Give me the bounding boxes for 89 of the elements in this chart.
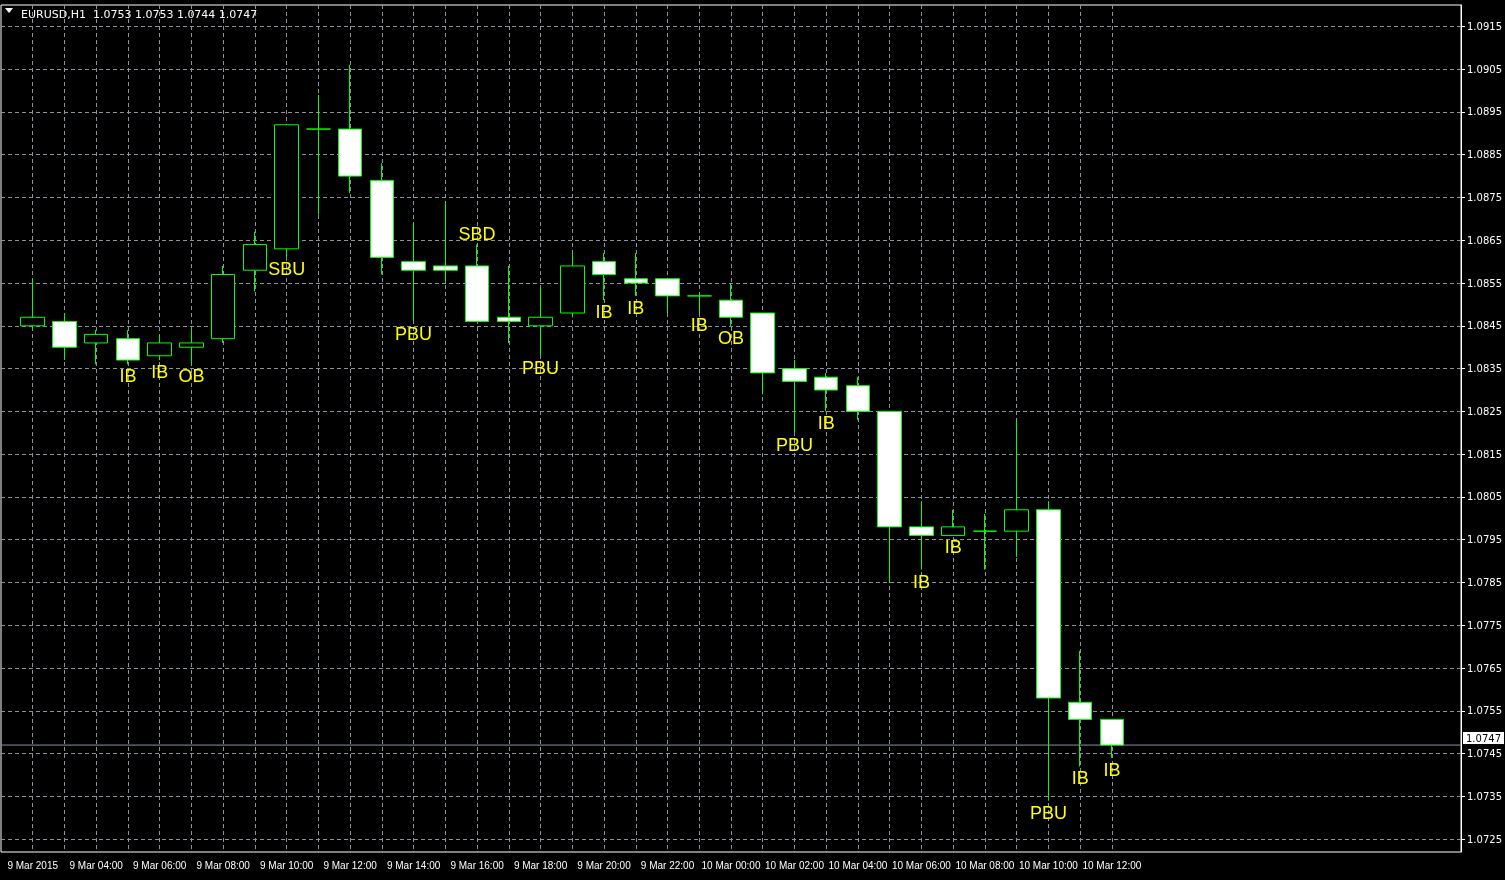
y-tick-label: 1.0895 <box>1467 106 1503 118</box>
candlestick <box>1004 419 1029 558</box>
annotation: IB <box>119 366 137 387</box>
candlestick <box>274 124 299 258</box>
candlestick <box>116 329 140 365</box>
x-tick-label: 9 Mar 06:00 <box>133 859 187 871</box>
candlestick <box>52 312 77 361</box>
y-tick-label: 1.0835 <box>1467 363 1503 375</box>
x-tick-label: 9 Mar 22:00 <box>640 859 695 871</box>
y-tick-label: 1.0845 <box>1467 320 1503 332</box>
candlestick <box>147 333 172 361</box>
x-tick-label: 10 Mar 06:00 <box>891 859 952 871</box>
candlestick <box>814 372 838 412</box>
candlestick <box>1068 650 1092 767</box>
y-tick-label: 1.0865 <box>1467 234 1503 246</box>
candlestick <box>560 252 585 318</box>
y-tick-label: 1.0855 <box>1467 277 1503 289</box>
candlestick <box>941 509 965 536</box>
candlestick <box>84 329 108 365</box>
x-tick-label: 10 Mar 10:00 <box>1018 859 1079 871</box>
x-tick-label: 9 Mar 16:00 <box>450 859 505 871</box>
x-tick-label: 9 Mar 08:00 <box>196 859 251 871</box>
x-tick-label: 9 Mar 18:00 <box>513 859 568 871</box>
candlestick <box>719 282 743 327</box>
candlestick <box>592 252 616 301</box>
candlestick <box>624 252 648 297</box>
candlestick <box>243 231 267 293</box>
annotation: IB <box>1103 759 1121 780</box>
candlestick <box>465 244 489 323</box>
candlestick <box>306 94 331 216</box>
candlestick <box>909 500 934 571</box>
y-tick-label: 1.0735 <box>1467 790 1503 802</box>
y-tick-label: 1.0725 <box>1467 833 1503 845</box>
y-tick-label: 1.0915 <box>1467 20 1503 32</box>
annotation: IB <box>944 537 962 558</box>
candlestick <box>528 286 553 357</box>
annotation: SBU <box>268 259 306 280</box>
ref-line-label: 1.0747 <box>1466 732 1502 744</box>
y-tick-label: 1.0825 <box>1467 405 1503 417</box>
annotation: OB <box>178 366 205 387</box>
candlestick <box>401 222 426 323</box>
annotation: PBU <box>1029 802 1067 823</box>
x-tick-label: 9 Mar 20:00 <box>577 859 632 871</box>
candlestick <box>655 278 680 314</box>
y-tick-label: 1.0745 <box>1467 748 1503 760</box>
y-tick-label: 1.0775 <box>1467 619 1503 631</box>
candlestick <box>433 201 458 284</box>
candlestick <box>338 64 362 194</box>
x-tick-label: 10 Mar 12:00 <box>1082 859 1142 871</box>
y-tick-label: 1.0885 <box>1467 149 1503 161</box>
x-tick-label: 10 Mar 04:00 <box>828 859 888 871</box>
candlestick <box>687 295 712 314</box>
candlestick <box>497 265 521 344</box>
annotation: PBU <box>775 434 813 455</box>
annotation: OB <box>718 327 745 348</box>
annotation: IB <box>595 302 613 323</box>
candlestick <box>370 162 394 275</box>
y-tick-label: 1.0765 <box>1467 662 1503 674</box>
y-tick-label: 1.0875 <box>1467 192 1503 203</box>
annotation: PBU <box>395 323 433 344</box>
chart-title: EURUSD,H1 1.0753 1.0753 1.0744 1.0747 <box>21 8 258 21</box>
candlestick <box>179 329 204 365</box>
y-tick-label: 1.0755 <box>1467 705 1503 717</box>
annotation: IB <box>627 297 645 318</box>
candlestick <box>211 265 235 344</box>
y-tick-label: 1.0795 <box>1467 534 1503 546</box>
candlestick <box>750 312 775 395</box>
annotation: PBU <box>522 357 560 378</box>
y-tick-label: 1.0785 <box>1467 577 1503 588</box>
candlestick <box>877 410 902 583</box>
x-tick-label: 9 Mar 2015 <box>7 859 59 871</box>
candlestick <box>1100 718 1124 759</box>
candlestick <box>846 376 870 421</box>
x-tick-label: 9 Mar 04:00 <box>69 859 124 871</box>
x-tick-label: 10 Mar 08:00 <box>955 859 1015 871</box>
annotation: SBD <box>458 223 496 244</box>
y-tick-label: 1.0905 <box>1467 63 1503 75</box>
y-tick-label: 1.0805 <box>1467 491 1503 503</box>
x-tick-label: 9 Mar 10:00 <box>259 859 314 871</box>
x-tick-label: 10 Mar 02:00 <box>765 859 825 871</box>
candlestick <box>782 359 807 434</box>
x-tick-label: 9 Mar 14:00 <box>386 859 441 871</box>
x-tick-label: 10 Mar 00:00 <box>701 859 761 871</box>
x-tick-label: 9 Mar 12:00 <box>323 859 378 871</box>
annotation: IB <box>817 413 835 434</box>
candlestick <box>973 513 997 571</box>
y-tick-label: 1.0815 <box>1467 448 1503 460</box>
candlestick <box>20 278 45 331</box>
annotation: IB <box>1071 768 1089 789</box>
